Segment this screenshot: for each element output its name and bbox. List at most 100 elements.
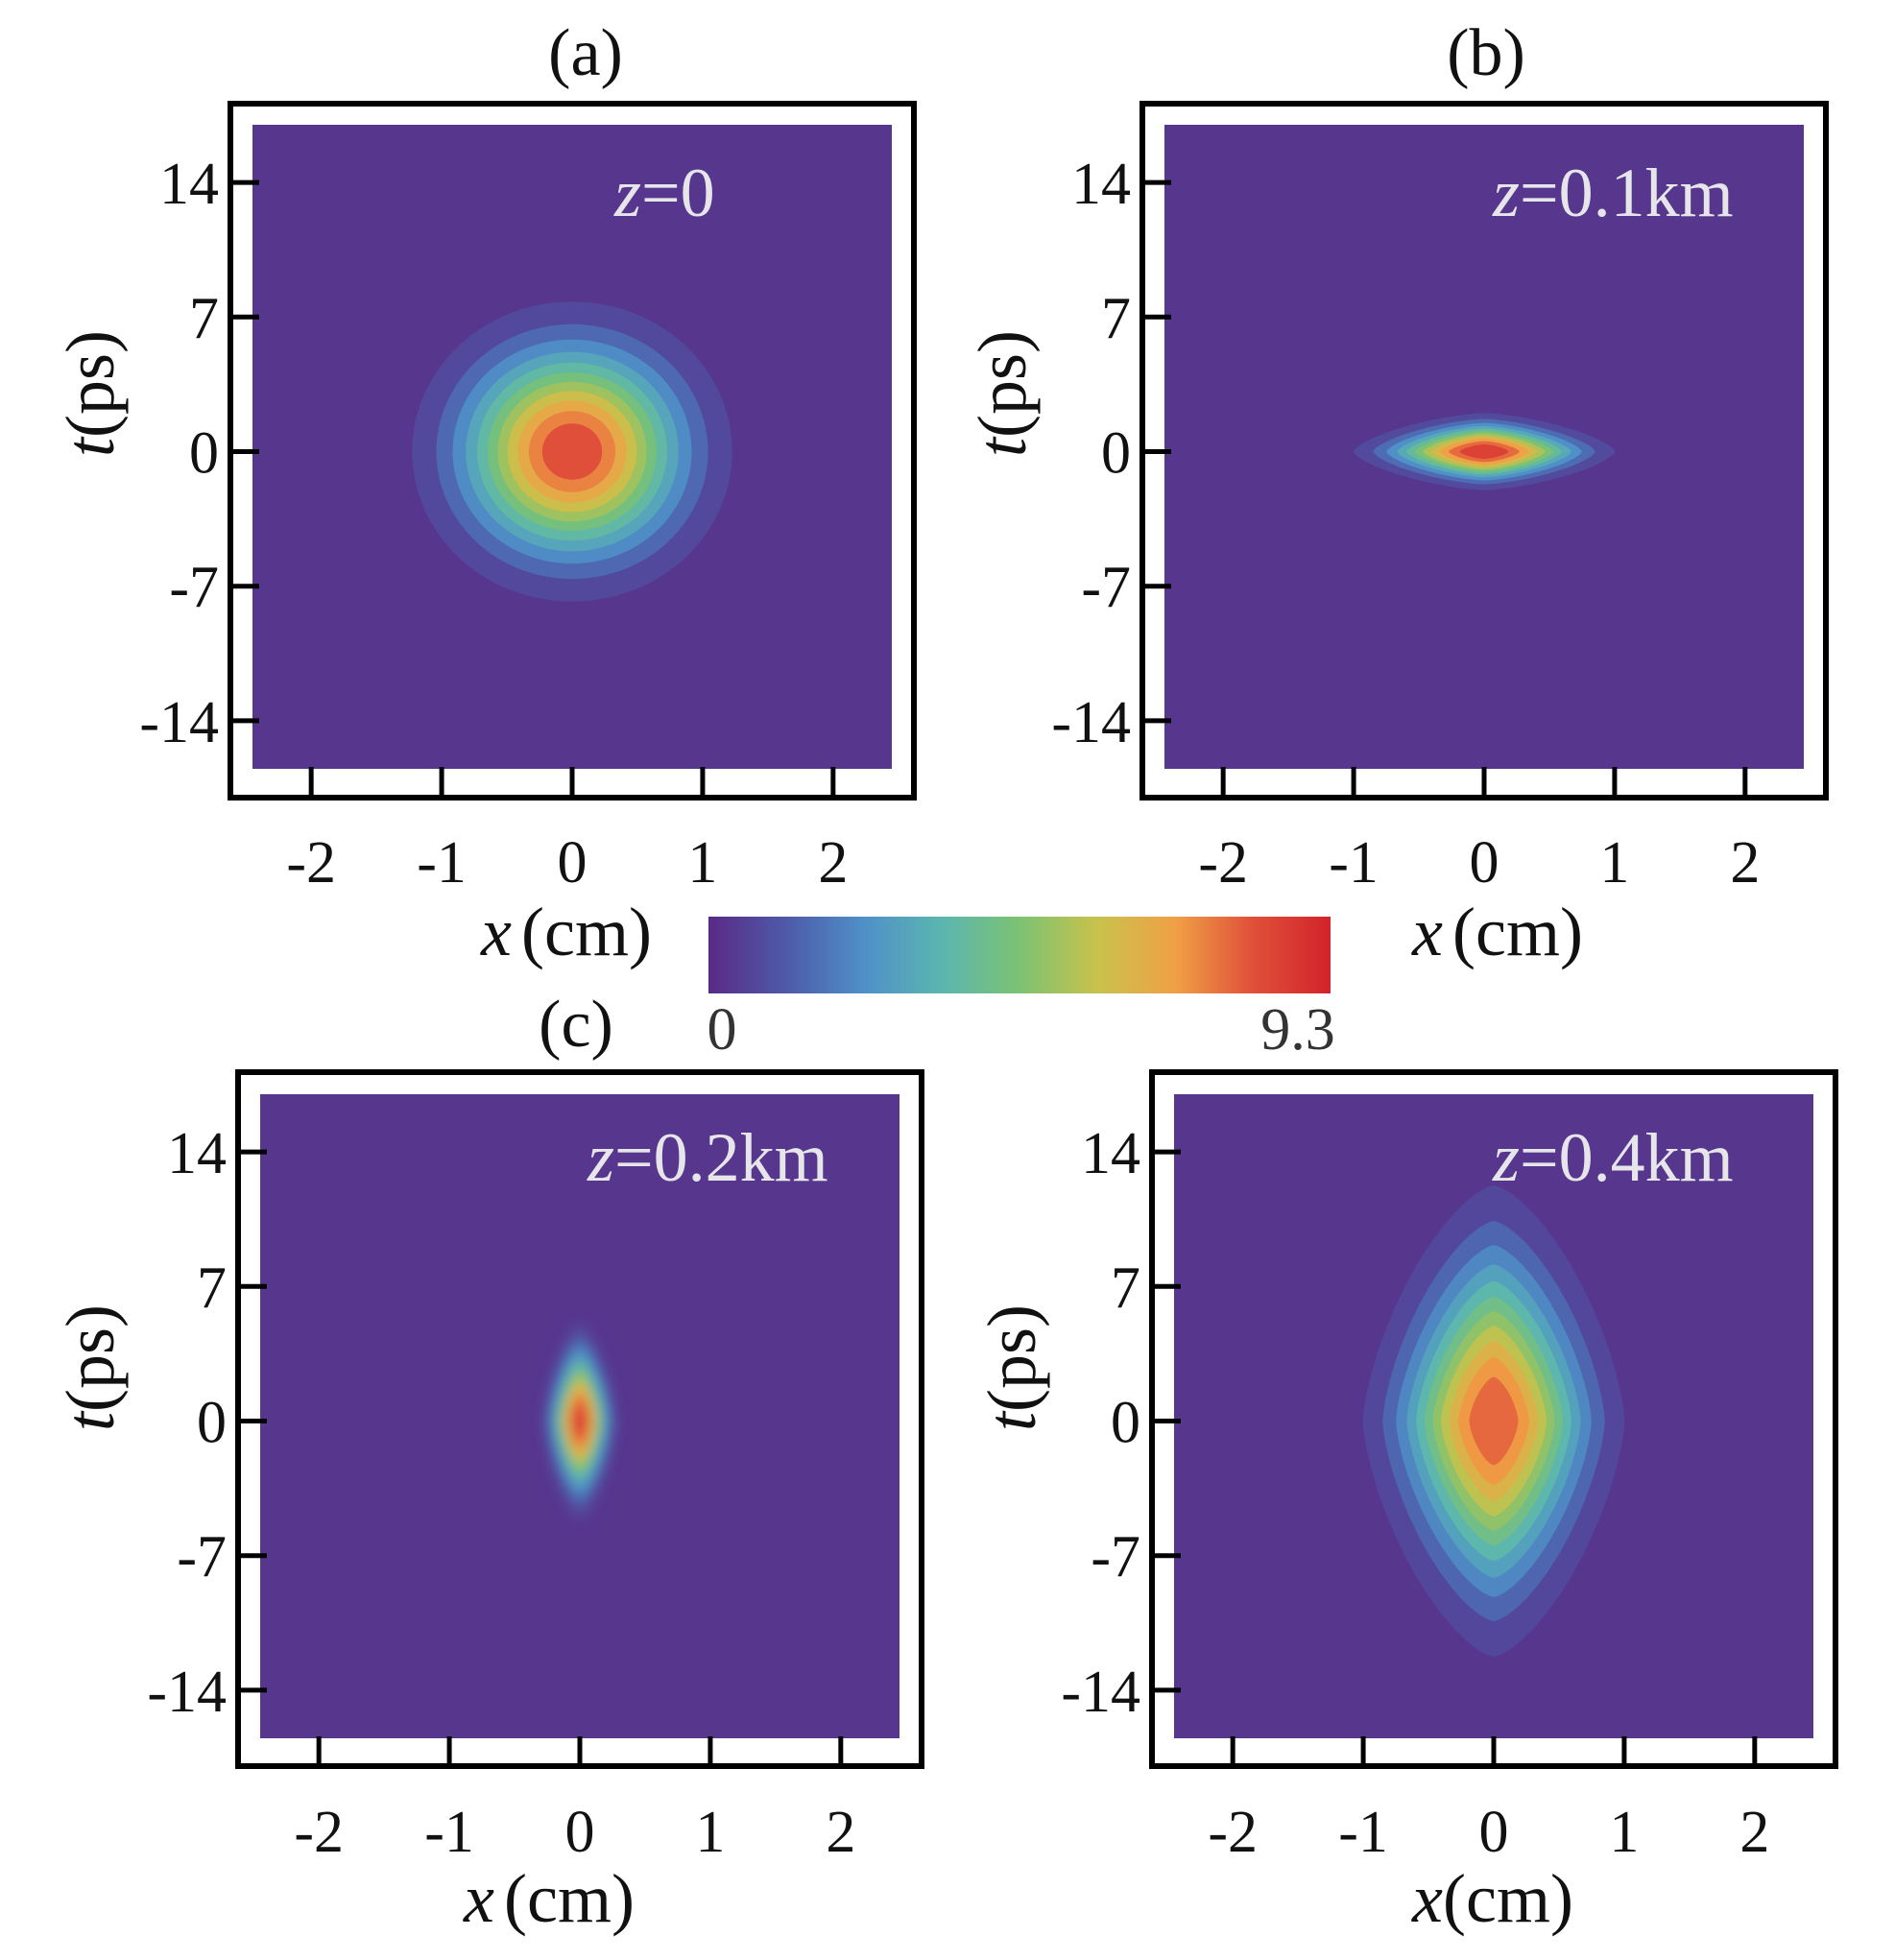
xtick-label: -2 [1208, 1800, 1258, 1865]
panel-d-z-var: z [1492, 1119, 1520, 1196]
panel-b-contour-level-11 [1459, 444, 1509, 459]
panel-c-z-value: =0.2km [614, 1119, 828, 1196]
panel-b-z-annotation: z=0.1km [1492, 155, 1734, 231]
xtick-label: 1 [695, 1800, 725, 1865]
xtick-label: 2 [826, 1800, 855, 1865]
panel-c-xlabel-var: x [463, 1860, 494, 1937]
panel-d-xticks: -2 -1 0 1 2 [1208, 1736, 1769, 1865]
panel-b-ylabel-unit: (ps) [964, 330, 1041, 438]
ytick-label: 7 [197, 1255, 227, 1321]
xtick-label: 1 [1599, 830, 1629, 896]
xtick-label: -2 [286, 830, 336, 896]
panel-a-xticks: -2 -1 0 1 2 [286, 767, 848, 896]
panel-a-field [412, 301, 732, 602]
colorbar-bar [708, 917, 1331, 993]
xtick-label: -2 [1198, 830, 1248, 896]
xtick-label: 0 [1479, 1800, 1509, 1865]
panel-b-yticks: 14 7 0 -7 -14 [1051, 152, 1171, 755]
panel-d-ylabel: t(ps) [973, 1304, 1050, 1431]
xtick-label: 2 [1730, 830, 1760, 896]
panel-d-field [1362, 1184, 1625, 1658]
panel-a-xlabel-unit: (cm) [521, 894, 652, 970]
panel-a-z-value: =0 [641, 155, 715, 231]
panel-b-z-value: =0.1km [1520, 155, 1734, 231]
panel-a-yticks: 14 7 0 -7 -14 [139, 152, 259, 755]
ytick-label: 7 [1111, 1255, 1140, 1321]
ytick-label: -14 [139, 690, 219, 755]
xtick-label: 2 [1739, 1800, 1769, 1865]
panel-b-z-var: z [1492, 155, 1520, 231]
panel-c-xlabel-unit: (cm) [504, 1860, 635, 1937]
ytick-label: -14 [1051, 690, 1131, 755]
panel-b-field [1353, 413, 1616, 490]
panel-a-label: (a) [548, 16, 623, 90]
panel-c-xlabel: x (cm) [463, 1860, 635, 1937]
panel-c-ylabel-var: t [52, 1410, 129, 1431]
ytick-label: -14 [147, 1660, 227, 1725]
ytick-label: 0 [189, 421, 219, 487]
ytick-label: -7 [1091, 1525, 1140, 1590]
colorbar-max-label: 9.3 [1260, 997, 1335, 1063]
panel-d-xlabel: x(cm) [1411, 1860, 1573, 1937]
ytick-label: -14 [1061, 1660, 1140, 1725]
xtick-label: 2 [818, 830, 848, 896]
ytick-label: 14 [1081, 1121, 1140, 1186]
panel-b-xlabel-unit: (cm) [1452, 894, 1583, 970]
xtick-label: 0 [558, 830, 588, 896]
xtick-label: -1 [417, 830, 467, 896]
panel-c-ylabel: t(ps) [52, 1304, 129, 1431]
ytick-label: 7 [189, 286, 219, 351]
panel-a-ylabel-var: t [52, 436, 129, 457]
panel-d-contour-level-11 [1469, 1376, 1519, 1466]
panel-c-xticks: -2 -1 0 1 2 [294, 1736, 855, 1865]
panel-c-yticks: 14 7 0 -7 -14 [147, 1121, 267, 1725]
colorbar: 0 9.3 [708, 917, 1335, 1063]
xtick-label: -1 [1338, 1800, 1388, 1865]
panel-a-z-annotation: z=0 [613, 155, 715, 231]
panel-d-yticks: 14 7 0 -7 -14 [1061, 1121, 1181, 1725]
panel-d-ylabel-unit: (ps) [973, 1304, 1050, 1412]
panel-c-field [541, 1322, 618, 1520]
ytick-label: 14 [1071, 152, 1131, 217]
panel-d-xlabel-unit: (cm) [1443, 1860, 1573, 1937]
xtick-label: -2 [294, 1800, 344, 1865]
ytick-label: -7 [1081, 556, 1131, 621]
panel-c-label: (c) [539, 988, 613, 1062]
panel-c-z-annotation: z=0.2km [587, 1119, 828, 1196]
panel-c-contour-level-11 [572, 1402, 588, 1440]
panel-c: (c) z=0.2km -2 -1 0 1 2 14 7 0 -7 -14 x (cm) t(ps… [52, 988, 924, 1937]
panel-b-ylabel: t(ps) [964, 330, 1041, 457]
xtick-label: -1 [1329, 830, 1379, 896]
ytick-label: 0 [197, 1391, 227, 1456]
panel-c-ylabel-unit: (ps) [52, 1304, 129, 1412]
panel-d-ylabel-var: t [973, 1410, 1050, 1431]
panel-a-z-var: z [613, 155, 641, 231]
panel-b: (b) z=0.1km -2 -1 0 1 2 14 7 0 -7 -14 x (cm) t(ps… [964, 16, 1829, 970]
ytick-label: -7 [169, 556, 219, 621]
panel-b-xticks: -2 -1 0 1 2 [1198, 767, 1760, 896]
panel-a-contour-level-11 [541, 423, 603, 480]
panel-d-z-annotation: z=0.4km [1492, 1119, 1734, 1196]
ytick-label: 14 [167, 1121, 227, 1186]
ytick-label: 14 [159, 152, 219, 217]
xtick-label: 1 [1609, 1800, 1639, 1865]
xtick-label: 0 [565, 1800, 595, 1865]
panel-a-xlabel-var: x [480, 894, 512, 970]
colorbar-min-label: 0 [708, 997, 737, 1063]
panel-b-label: (b) [1447, 16, 1525, 90]
xtick-label: 0 [1470, 830, 1499, 896]
ytick-label: 0 [1111, 1391, 1140, 1456]
panel-c-z-var: z [587, 1119, 614, 1196]
panel-a: (a) z=0 -2 -1 0 1 2 14 7 0 -7 -14 x (cm) t(ps) [52, 16, 917, 970]
panel-a-ylabel: t(ps) [52, 330, 129, 457]
panel-b-xlabel-var: x [1411, 894, 1443, 970]
xtick-label: -1 [424, 1800, 474, 1865]
panel-d-xlabel-var: x [1411, 1860, 1443, 1937]
ytick-label: -7 [177, 1525, 227, 1590]
panel-d: z=0.4km -2 -1 0 1 2 14 7 0 -7 -14 x(cm) t(ps) [973, 1069, 1838, 1937]
panel-a-ylabel-unit: (ps) [52, 330, 129, 438]
ytick-label: 0 [1101, 421, 1131, 487]
xtick-label: 1 [687, 830, 717, 896]
panel-d-z-value: =0.4km [1520, 1119, 1734, 1196]
